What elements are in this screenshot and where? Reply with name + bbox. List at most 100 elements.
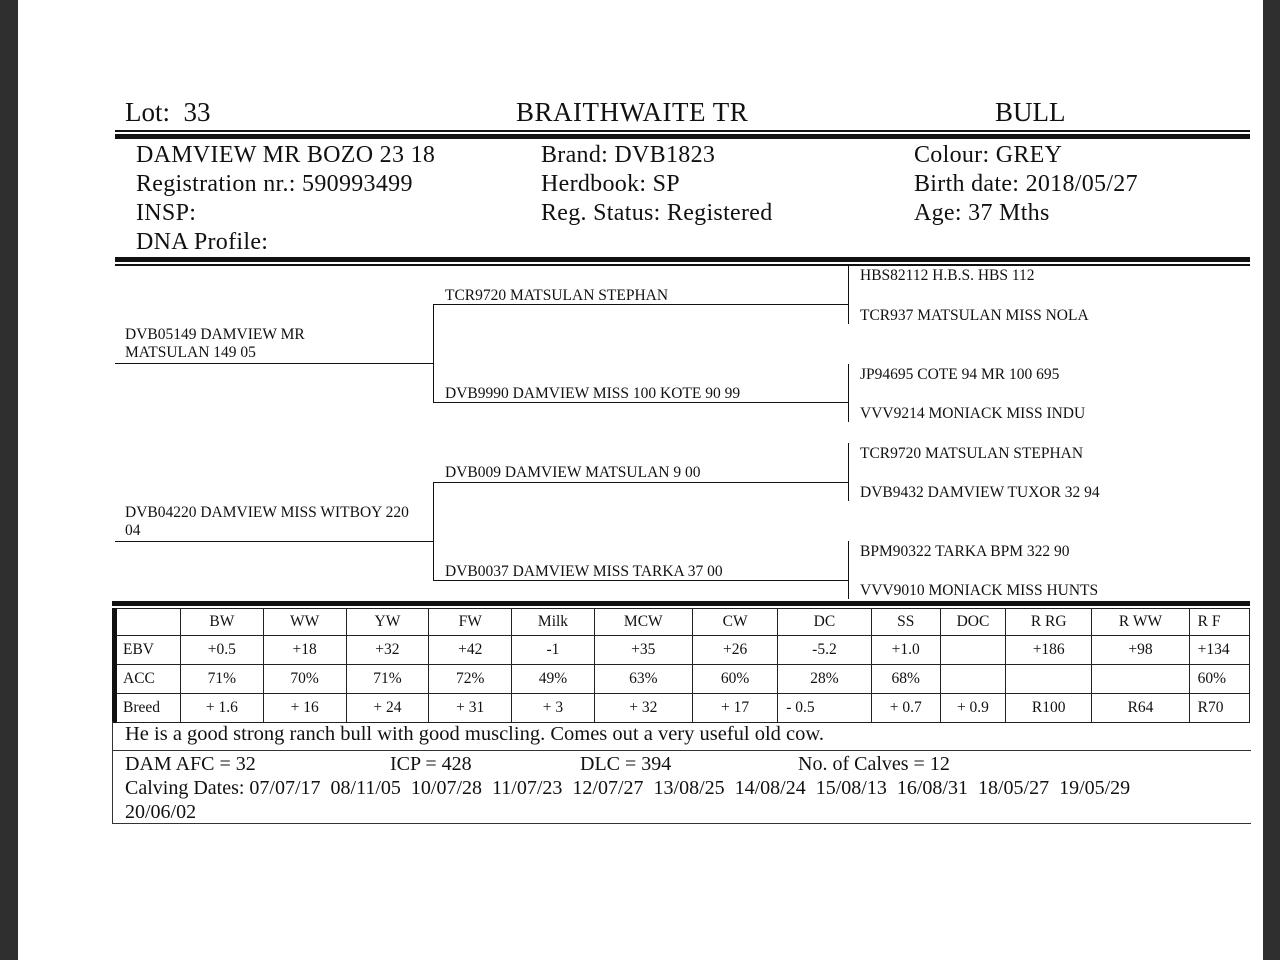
table-cell	[939, 664, 1007, 694]
pedigree-line	[433, 482, 434, 581]
table-cell: 70%	[262, 664, 347, 694]
pedigree-gen3: JP94695 COTE 94 MR 100 695	[860, 366, 1060, 383]
table-cell: - 0.5	[777, 693, 872, 723]
table-cell: +32	[345, 635, 430, 665]
table-row-acc: ACC 71% 70% 71% 72% 49% 63% 60% 28% 68% …	[113, 664, 1251, 694]
pedigree-dam: DVB04220 DAMVIEW MISS WITBOY 220 04	[125, 504, 409, 539]
table-cell: R100	[1005, 693, 1093, 723]
table-cell: +134	[1188, 635, 1251, 665]
table-cell: 28%	[777, 664, 872, 694]
pedigree-dam-sire: DVB009 DAMVIEW MATSULAN 9 00	[445, 464, 701, 481]
header-cell: BW	[180, 608, 264, 636]
table-cell: +42	[428, 635, 513, 665]
pedigree-line	[433, 304, 434, 403]
pedigree-gen3: VVV9010 MONIACK MISS HUNTS	[860, 582, 1099, 599]
table-cell: -1	[511, 635, 595, 665]
pedigree-line	[848, 541, 849, 599]
dam-stats-box: DAM AFC = 32 ICP = 428 DLC = 394 No. of …	[112, 751, 1251, 824]
header-cell	[113, 608, 182, 636]
pedigree-line	[848, 443, 849, 501]
table-cell: 63%	[593, 664, 693, 694]
pedigree-gen3: BPM90322 TARKA BPM 322 90	[860, 543, 1070, 560]
table-cell: +26	[691, 635, 779, 665]
table-cell: +186	[1005, 635, 1093, 665]
header-cell: WW	[262, 608, 347, 636]
ebv-table: BW WW YW FW Milk MCW CW DC SS DOC R RG R…	[112, 608, 1251, 723]
table-cell: 71%	[345, 664, 430, 694]
table-cell	[1091, 664, 1190, 694]
pedigree-gen3: TCR937 MATSULAN MISS NOLA	[860, 307, 1089, 324]
calving-dates: Calving Dates: 07/07/17 08/11/05 10/07/2…	[125, 777, 1131, 799]
table-cell: +18	[262, 635, 347, 665]
birth-date: Birth date: 2018/05/27	[914, 171, 1138, 197]
dlc: DLC = 394	[580, 753, 672, 775]
table-cell: + 24	[345, 693, 430, 723]
animal-info-middle: Brand: DVB1823 Herdbook: SP Reg. Status:…	[541, 141, 773, 228]
header-cell: R RG	[1005, 608, 1093, 636]
pedigree-gen3: VVV9214 MONIACK MISS INDU	[860, 405, 1086, 422]
table-cell: + 1.6	[180, 693, 264, 723]
rule	[115, 134, 1250, 139]
table-cell	[939, 635, 1007, 665]
table-cell: +0.5	[180, 635, 264, 665]
brand: Brand: DVB1823	[541, 142, 716, 168]
animal-name: DAMVIEW MR BOZO 23 18	[136, 142, 436, 168]
table-cell: + 32	[593, 693, 693, 723]
pedigree-line	[433, 402, 849, 403]
animal-info-left: DAMVIEW MR BOZO 23 18 Registration nr.: …	[136, 141, 435, 257]
comment-box: He is a good strong ranch bull with good…	[112, 721, 1251, 751]
pedigree-line	[848, 364, 849, 422]
table-cell: 71%	[180, 664, 264, 694]
table-cell: R70	[1188, 693, 1251, 723]
header-cell: DOC	[939, 608, 1007, 636]
row-label: Breed	[113, 693, 182, 723]
table-cell: +98	[1091, 635, 1190, 665]
pedigree-sire-dam: DVB9990 DAMVIEW MISS 100 KOTE 90 99	[445, 385, 741, 402]
header-cell: YW	[345, 608, 430, 636]
header-cell: Milk	[511, 608, 595, 636]
row-label: ACC	[113, 664, 182, 694]
row-label: EBV	[113, 635, 182, 665]
pedigree-gen3: HBS82112 H.B.S. HBS 112	[860, 267, 1035, 284]
pedigree-line	[115, 363, 434, 364]
registration-number: Registration nr.: 590993499	[136, 171, 413, 197]
pedigree-line	[433, 580, 849, 581]
header-cell: R F	[1188, 608, 1251, 636]
ebv-header-row: BW WW YW FW Milk MCW CW DC SS DOC R RG R…	[113, 608, 1251, 636]
rule	[115, 264, 1250, 266]
rule	[115, 257, 1250, 262]
dam-afc: DAM AFC = 32	[125, 753, 256, 775]
pedigree-line	[848, 266, 849, 324]
breeder-name: BRAITHWAITE TR	[516, 97, 749, 127]
pedigree-line	[433, 304, 849, 305]
animal-info-right: Colour: GREY Birth date: 2018/05/27 Age:…	[914, 141, 1138, 228]
table-cell: + 0.7	[870, 693, 941, 723]
header-cell: DC	[777, 608, 872, 636]
lot-label: Lot: 33	[125, 97, 211, 128]
table-cell: +35	[593, 635, 693, 665]
herdbook: Herdbook: SP	[541, 171, 680, 197]
number-of-calves: No. of Calves = 12	[798, 753, 950, 775]
header-cell: MCW	[593, 608, 693, 636]
sex-label: BULL	[995, 97, 1066, 127]
pedigree-sire: DVB05149 DAMVIEW MR MATSULAN 149 05	[125, 326, 305, 361]
header-cell: R WW	[1091, 608, 1190, 636]
reg-status: Reg. Status: Registered	[541, 200, 773, 226]
table-cell	[1005, 664, 1093, 694]
table-cell: 49%	[511, 664, 595, 694]
table-cell: + 16	[262, 693, 347, 723]
table-cell: + 31	[428, 693, 513, 723]
table-cell: + 3	[511, 693, 595, 723]
table-cell: 68%	[870, 664, 941, 694]
lot-label-text: Lot:	[125, 97, 170, 127]
age: Age: 37 Mths	[914, 200, 1050, 226]
document-page	[18, 0, 1263, 960]
header-cell: CW	[691, 608, 779, 636]
pedigree-line	[115, 541, 434, 542]
rule	[115, 130, 1250, 132]
pedigree-line	[433, 482, 849, 483]
table-cell: 72%	[428, 664, 513, 694]
lot-number: 33	[183, 97, 211, 127]
table-row-ebv: EBV +0.5 +18 +32 +42 -1 +35 +26 -5.2 +1.…	[113, 635, 1251, 665]
icp: ICP = 428	[390, 753, 472, 775]
